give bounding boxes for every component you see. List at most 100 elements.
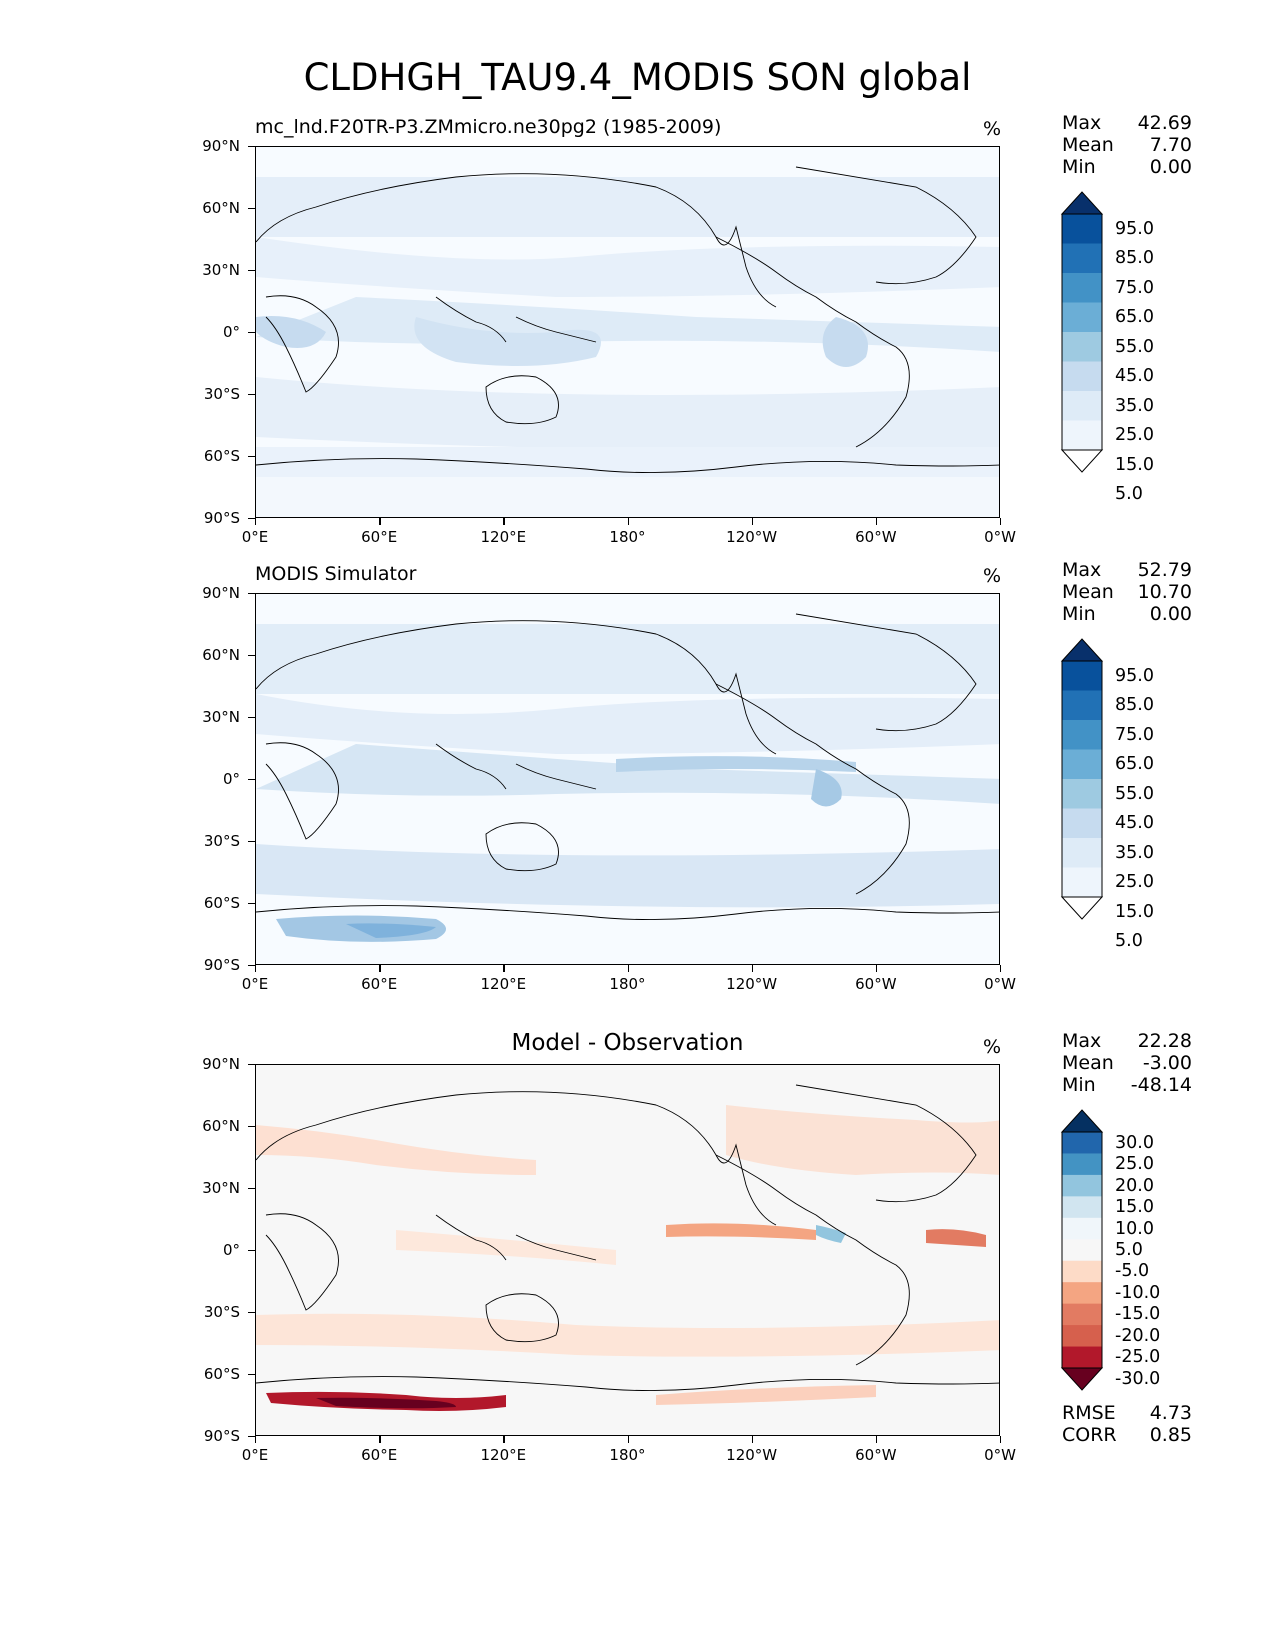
colorbar-tick-label: -25.0 [1115, 1347, 1161, 1368]
panel-title: mc_lnd.F20TR-P3.ZMmicro.ne30pg2 (1985-20… [255, 116, 722, 138]
colorbar [1060, 1109, 1104, 1391]
colorbar-tick-label: 5.0 [1115, 484, 1143, 505]
y-tick-label: 90°N [202, 1055, 240, 1073]
y-tick-label: 60°N [202, 1117, 240, 1135]
y-tick-mark [248, 456, 255, 458]
y-tick-label: 30°S [203, 1303, 240, 1321]
x-tick-label: 0°E [241, 1446, 269, 1464]
colorbar-segment [1062, 214, 1102, 244]
y-tick-mark [248, 779, 255, 781]
colorbar-segment [1062, 1196, 1102, 1219]
x-tick-mark [255, 965, 257, 972]
colorbar-tick-label: 15.0 [1115, 901, 1154, 922]
y-tick-label: 90°N [202, 137, 240, 155]
y-tick-label: 30°N [202, 261, 240, 279]
y-tick-mark [248, 1374, 255, 1376]
x-tick-label: 120°W [726, 1446, 778, 1464]
panel-observation: MODIS Simulator % [0, 563, 1275, 1033]
stat-row-min: Min 0.00 [1062, 156, 1192, 178]
panel-difference: Model - Observation % [0, 1030, 1275, 1504]
x-tick-label: 60°E [361, 1446, 398, 1464]
colorbar-segment [1062, 1239, 1102, 1262]
colorbar-segment [1062, 361, 1102, 392]
colorbar-segment [1062, 1303, 1102, 1326]
colorbar-segment [1062, 302, 1102, 333]
colorbar-segment [1062, 273, 1102, 303]
x-tick-label: 0°W [984, 1446, 1016, 1464]
colorbar-segment [1062, 749, 1102, 780]
stat-value: -48.14 [1130, 1074, 1192, 1096]
x-tick-mark [503, 1436, 505, 1443]
colorbar-extend-top [1060, 638, 1104, 662]
x-tick-label: 120°E [480, 528, 527, 546]
x-tick-mark [751, 1436, 754, 1443]
colorbar-segment [1062, 1325, 1102, 1348]
colorbar-segment [1062, 243, 1102, 274]
colorbar-segment [1062, 391, 1102, 421]
y-tick-label: 30°S [203, 832, 240, 850]
stat-label: Min [1062, 1074, 1096, 1096]
colorbar-tick-label: 55.0 [1115, 336, 1154, 357]
colorbar-segment [1062, 838, 1102, 868]
colorbar-segment [1062, 1174, 1102, 1197]
colorbar-segment [1062, 1217, 1102, 1240]
x-tick-mark [503, 965, 505, 972]
colorbar-extend-bottom [1060, 896, 1104, 920]
colorbar-tick-label: 15.0 [1115, 1197, 1154, 1218]
colorbar-tick-label: 25.0 [1115, 1154, 1154, 1175]
x-tick-label: 0°E [241, 528, 269, 546]
y-tick-label: 90°S [203, 956, 240, 974]
colorbar-extend-bottom [1060, 1367, 1104, 1391]
y-tick-mark [248, 1126, 255, 1128]
x-tick-label: 120°E [480, 975, 527, 993]
y-tick-mark [248, 146, 255, 148]
units-label: % [983, 118, 1002, 140]
colorbar-tick-label: 10.0 [1115, 1218, 1154, 1239]
colorbar-segment [1062, 690, 1102, 721]
y-tick-label: 0° [222, 770, 240, 788]
colorbar-tick-label: 45.0 [1115, 366, 1154, 387]
units-label: % [983, 1036, 1002, 1058]
stat-row-mean: Mean -3.00 [1062, 1052, 1192, 1074]
stats-block: Max 42.69 Mean 7.70 Min 0.00 [1062, 112, 1192, 178]
y-tick-mark [248, 394, 255, 396]
metric-value: 4.73 [1149, 1402, 1192, 1424]
stat-row-mean: Mean 7.70 [1062, 134, 1192, 156]
stat-label: Mean [1062, 1052, 1114, 1074]
metric-label: CORR [1062, 1424, 1117, 1446]
x-tick-mark [627, 965, 629, 972]
colorbar-tick-label: 95.0 [1115, 218, 1154, 239]
x-tick-mark [875, 1436, 878, 1443]
x-tick-mark [627, 518, 629, 525]
y-tick-mark [248, 518, 255, 520]
y-tick-mark [248, 208, 255, 210]
y-tick-label: 0° [222, 323, 240, 341]
colorbar-tick-label: 65.0 [1115, 307, 1154, 328]
stat-label: Max [1062, 559, 1102, 581]
colorbar-tick-label: 85.0 [1115, 695, 1154, 716]
map-observation [255, 593, 1000, 965]
y-tick-mark [248, 1064, 255, 1066]
stat-row-min: Min 0.00 [1062, 603, 1192, 625]
x-tick-label: 0°W [984, 975, 1016, 993]
y-tick-mark [248, 655, 255, 657]
x-tick-mark [255, 518, 257, 525]
y-tick-label: 30°S [203, 385, 240, 403]
metrics-block: RMSE 4.73 CORR 0.85 [1062, 1402, 1192, 1446]
y-tick-label: 60°N [202, 199, 240, 217]
colorbar-tick-label: 5.0 [1115, 1240, 1143, 1260]
x-tick-label: 60°E [361, 975, 398, 993]
colorbar-extend-top [1060, 191, 1104, 215]
stat-label: Max [1062, 1030, 1102, 1052]
stat-row-max: Max 52.79 [1062, 559, 1192, 581]
stats-block: Max 52.79 Mean 10.70 Min 0.00 [1062, 559, 1192, 625]
x-tick-label: 120°W [726, 975, 778, 993]
y-tick-label: 60°N [202, 646, 240, 664]
metric-label: RMSE [1062, 1402, 1116, 1424]
y-tick-mark [248, 1188, 255, 1190]
stats-block: Max 22.28 Mean -3.00 Min -48.14 [1062, 1030, 1192, 1096]
y-tick-mark [248, 717, 255, 719]
stat-label: Min [1062, 156, 1096, 178]
colorbar-segment [1062, 867, 1102, 898]
x-tick-label: 60°W [855, 1446, 897, 1464]
